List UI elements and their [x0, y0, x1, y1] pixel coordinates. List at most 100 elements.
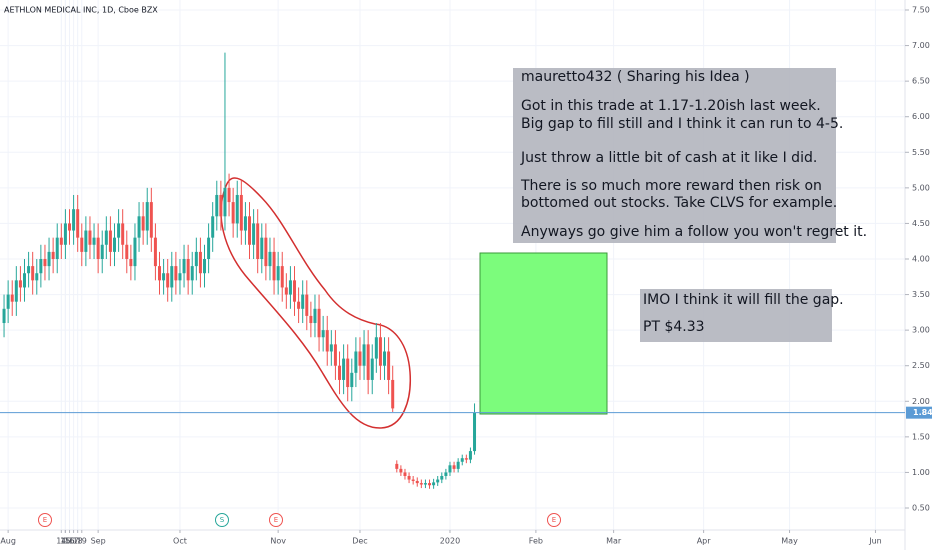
x-tick-label: Aug	[0, 537, 16, 546]
candle-body	[223, 187, 227, 217]
y-tick-label: 2.00	[912, 397, 930, 406]
candle-body	[227, 187, 231, 203]
candle-body	[129, 259, 133, 267]
note-text: IMO I think it will fill the gap.	[643, 292, 844, 308]
candle-body	[211, 216, 215, 238]
event-marker[interactable]: S	[215, 513, 229, 527]
event-label: E	[274, 516, 278, 524]
candle-body	[444, 472, 448, 476]
x-tick-label: 15	[60, 537, 70, 546]
candle-body	[456, 461, 460, 469]
candle-body	[235, 194, 239, 224]
candle-body	[333, 344, 337, 366]
x-tick-label: 16	[64, 537, 74, 546]
candle-body	[284, 287, 288, 295]
candle-body	[293, 280, 297, 302]
candle-body	[272, 251, 276, 281]
candle-body	[10, 294, 14, 302]
event-label: S	[220, 516, 225, 524]
y-tick-label: 7.00	[912, 41, 930, 50]
candle-body	[342, 358, 346, 380]
candle-body	[276, 266, 280, 281]
x-tick-label: 19	[77, 537, 87, 546]
candle-body	[432, 482, 436, 486]
x-tick-label: 16	[64, 537, 74, 546]
x-tick-label: Jun	[868, 537, 882, 546]
candle-body	[309, 315, 313, 324]
chart-title: AETHLON MEDICAL INC, 1D, Cboe BZX	[4, 6, 158, 15]
candle-body	[391, 379, 395, 409]
candle-body	[166, 273, 170, 288]
candle-body	[370, 358, 374, 380]
candle-body	[305, 294, 309, 316]
candle-body	[18, 280, 22, 288]
x-tick-label: 18	[73, 537, 83, 546]
x-tick-label: Feb	[529, 537, 543, 546]
event-marker[interactable]: E	[38, 513, 52, 527]
candle-body	[280, 266, 284, 288]
note-box	[640, 289, 832, 342]
candle-body	[23, 273, 27, 288]
candle-body	[252, 223, 256, 245]
candle-body	[92, 237, 96, 245]
x-tick-label: 16	[64, 537, 74, 546]
candle-body	[464, 458, 468, 460]
candle-body	[72, 209, 76, 231]
candle-body	[256, 223, 260, 259]
candle-body	[190, 266, 194, 281]
candle-body	[428, 483, 432, 486]
candle-body	[452, 465, 456, 469]
event-marker[interactable]: E	[547, 513, 561, 527]
candle-body	[207, 237, 211, 259]
candle-body	[80, 237, 84, 252]
candle-body	[113, 237, 117, 252]
candle-body	[43, 259, 47, 267]
candle-body	[47, 251, 51, 267]
candle-body	[473, 412, 477, 452]
candle-body	[350, 372, 354, 388]
candle-body	[203, 259, 207, 274]
y-tick-label: 0.50	[912, 504, 930, 513]
x-tick-label: Oct	[173, 537, 187, 546]
candle-body	[260, 237, 264, 259]
candle-body	[419, 483, 423, 485]
candle-body	[313, 308, 317, 324]
candle-body	[153, 237, 157, 267]
candle-body	[14, 280, 18, 302]
candle-body	[162, 273, 166, 281]
candle-body	[448, 465, 452, 473]
note-text: bottomed out stocks. Take CLVS for examp…	[521, 195, 837, 211]
y-tick-label: 3.00	[912, 326, 930, 335]
candle-body	[145, 202, 149, 231]
y-tick-label: 6.50	[912, 77, 930, 86]
candle-body	[84, 230, 88, 252]
note-text: There is so much more reward then risk o…	[520, 178, 822, 194]
candle-body	[59, 237, 63, 245]
candle-body	[35, 273, 39, 281]
event-label: E	[43, 516, 47, 524]
candle-body	[133, 237, 137, 267]
candle-body	[158, 266, 162, 281]
candle-body	[362, 344, 366, 366]
candle-body	[117, 223, 121, 238]
y-tick-label: 5.00	[912, 183, 930, 192]
target-box	[479, 252, 608, 415]
candle-body	[399, 468, 403, 473]
candle-body	[39, 259, 43, 274]
x-tick-label: Sep	[91, 537, 106, 546]
candle-body	[170, 266, 174, 288]
event-marker[interactable]: E	[269, 513, 283, 527]
y-tick-label: 4.50	[912, 219, 930, 228]
candle-body	[219, 194, 223, 217]
candle-body	[346, 358, 350, 388]
candle-body	[468, 451, 472, 460]
candle-body	[321, 330, 325, 338]
candle-body	[387, 351, 391, 380]
note-text: Got in this trade at 1.17-1.20ish last w…	[521, 98, 821, 114]
x-tick-label: Nov	[270, 537, 286, 546]
candle-body	[264, 237, 268, 267]
candle-body	[415, 480, 419, 484]
candle-body	[125, 244, 129, 259]
candle-body	[423, 483, 427, 485]
